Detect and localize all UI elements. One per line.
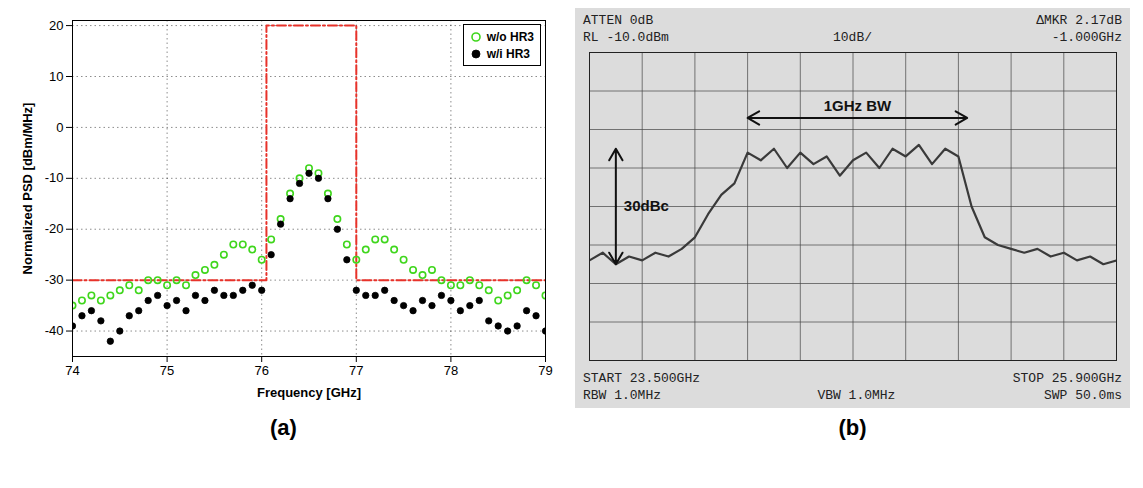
svg-text:78: 78 — [444, 363, 458, 378]
svg-text:10: 10 — [49, 69, 63, 84]
html-text:ΔMKR 2.17dB: ΔMKR 2.17dB — [1036, 13, 1122, 28]
html-text:(a): (a) — [270, 415, 297, 440]
html-text:w/o HR3: w/o HR3 — [486, 29, 534, 44]
svg-text:30dBc: 30dBc — [624, 197, 669, 214]
svg-text:79: 79 — [538, 363, 552, 378]
html-text:STOP 25.900GHz: STOP 25.900GHz — [1012, 371, 1122, 386]
html-text:RL -10.0dBm: RL -10.0dBm — [583, 30, 669, 45]
html-text:(b): (b) — [838, 415, 867, 440]
html-text:-1.000GHz: -1.000GHz — [1051, 30, 1122, 45]
svg-text:74: 74 — [65, 363, 79, 378]
svg-text:1GHz BW: 1GHz BW — [824, 97, 892, 114]
svg-text:-40: -40 — [45, 323, 64, 338]
svg-text:20: 20 — [49, 18, 63, 33]
html-text:VBW 1.0MHz: VBW 1.0MHz — [817, 388, 896, 403]
html-text:ATTEN 0dB: ATTEN 0dB — [583, 13, 654, 28]
html-text:SWP 50.0ms: SWP 50.0ms — [1044, 388, 1122, 403]
svg-text:76: 76 — [254, 363, 268, 378]
html-text:RBW 1.0MHz: RBW 1.0MHz — [583, 388, 661, 403]
svg-text:77: 77 — [349, 363, 363, 378]
svg-text:Frequency [GHz]: Frequency [GHz] — [257, 385, 361, 400]
html-text:10dB/: 10dB/ — [833, 30, 872, 45]
svg-text:-30: -30 — [45, 272, 64, 287]
svg-text:-10: -10 — [45, 170, 64, 185]
svg-text:75: 75 — [160, 363, 174, 378]
html-text:w/i HR3: w/i HR3 — [486, 46, 530, 61]
svg-text:-20: -20 — [45, 221, 64, 236]
svg-text:0: 0 — [56, 120, 63, 135]
svg-text:Normalized PSD [dBm/MHz]: Normalized PSD [dBm/MHz] — [20, 103, 35, 275]
html-text:START 23.500GHz: START 23.500GHz — [583, 371, 700, 386]
